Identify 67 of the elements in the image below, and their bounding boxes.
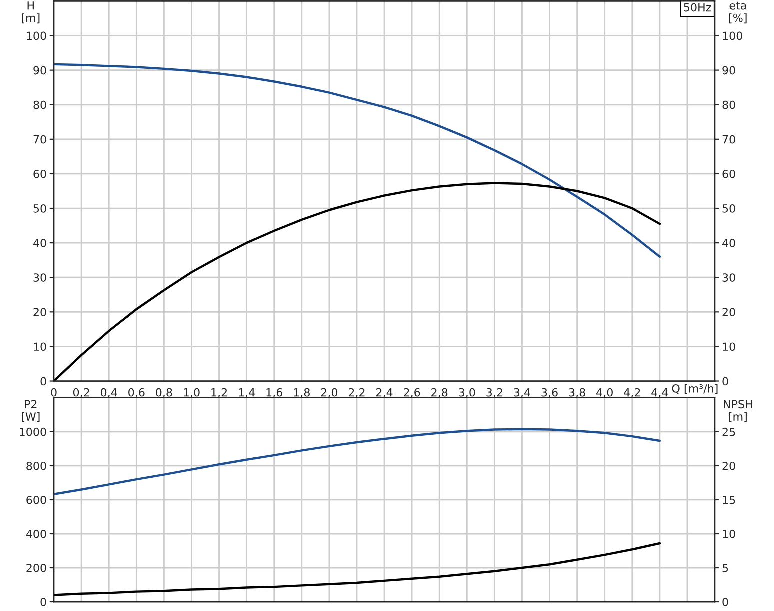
y2-axis-title: NPSH [m] — [724, 400, 752, 422]
x-tick-label: 0 — [51, 388, 57, 397]
line-series — [54, 542, 662, 596]
x-tick-label: 1,0 — [184, 388, 200, 398]
y2-tick-label: 0 — [722, 598, 728, 606]
x-tick-label: 1,8 — [294, 388, 310, 398]
y-tick-label: 50 — [34, 204, 46, 213]
x-tick-label: 2,8 — [432, 388, 448, 398]
y2-tick-label: 30 — [722, 274, 736, 282]
y-axis-title: H [m] — [22, 2, 40, 24]
y2-tick-label: 70 — [722, 135, 736, 144]
y-tick-label: 800 — [26, 462, 46, 470]
x-tick-label: 0,8 — [156, 388, 172, 398]
x-tick-label: 3,6 — [542, 388, 558, 398]
y2-tick-label: 40 — [722, 239, 736, 248]
x-tick-label: 2,2 — [348, 388, 365, 398]
y-tick-label: 0 — [40, 598, 46, 606]
y-tick-label: 100 — [27, 32, 46, 40]
y2-tick-label: 10 — [723, 530, 736, 538]
x-tick-label: 1,2 — [212, 388, 227, 398]
x-tick-label: 2,4 — [376, 388, 393, 398]
y2-tick-label: 15 — [723, 496, 736, 504]
x-axis-title: Q [m³/h] — [672, 384, 718, 394]
y2-tick-label: 20 — [722, 308, 736, 317]
y-tick-label: 90 — [34, 66, 46, 75]
x-tick-label: 1,6 — [266, 388, 282, 398]
x-tick-label: 1,4 — [239, 388, 256, 398]
line-series — [54, 63, 662, 258]
y-tick-label: 20 — [34, 308, 46, 317]
y2-tick-label: 50 — [722, 204, 736, 213]
y-tick-label: 1000 — [20, 428, 46, 436]
y2-tick-label: 0 — [722, 377, 728, 386]
x-tick-label: 2,0 — [321, 388, 338, 398]
y2-tick-label: 80 — [722, 100, 736, 110]
x-tick-label: 2,6 — [404, 388, 420, 398]
y-tick-label: 40 — [33, 239, 46, 248]
line-series — [54, 428, 662, 496]
y-tick-label: 0 — [40, 377, 46, 386]
y-tick-label: 30 — [34, 274, 46, 282]
y-tick-label: 600 — [26, 496, 46, 504]
y-tick-label: 10 — [34, 342, 46, 352]
x-tick-label: 3,2 — [486, 388, 502, 398]
y2-tick-label: 100 — [723, 32, 742, 40]
x-tick-label: 4,2 — [624, 388, 640, 398]
x-tick-label: 4,4 — [652, 388, 668, 398]
x-tick-label: 3,4 — [514, 388, 530, 398]
y2-axis-title: eta [%] — [729, 2, 747, 24]
x-tick-label: 3,0 — [459, 388, 476, 398]
x-tick-label: 3,8 — [569, 388, 586, 398]
x-tick-label: 0,2 — [73, 388, 90, 398]
y-tick-label: 400 — [26, 530, 46, 538]
x-tick-label: 0,4 — [101, 388, 118, 398]
y-tick-label: 70 — [34, 135, 46, 144]
y-tick-label: 200 — [26, 564, 46, 572]
x-tick-label: 0,6 — [128, 388, 145, 398]
y-axis-title: P2 [W] — [22, 400, 40, 422]
y2-tick-label: 5 — [722, 564, 728, 572]
y-tick-label: 60 — [34, 170, 46, 178]
annotation: 50Hz — [684, 3, 712, 12]
x-tick-label: 4,0 — [596, 388, 613, 398]
y-tick-label: 80 — [34, 100, 46, 110]
y2-tick-label: 20 — [722, 462, 736, 470]
y2-tick-label: 25 — [722, 428, 736, 436]
y2-tick-label: 90 — [722, 66, 736, 75]
y2-tick-label: 10 — [723, 342, 736, 352]
y2-tick-label: 60 — [722, 170, 736, 178]
line-series — [54, 182, 662, 382]
